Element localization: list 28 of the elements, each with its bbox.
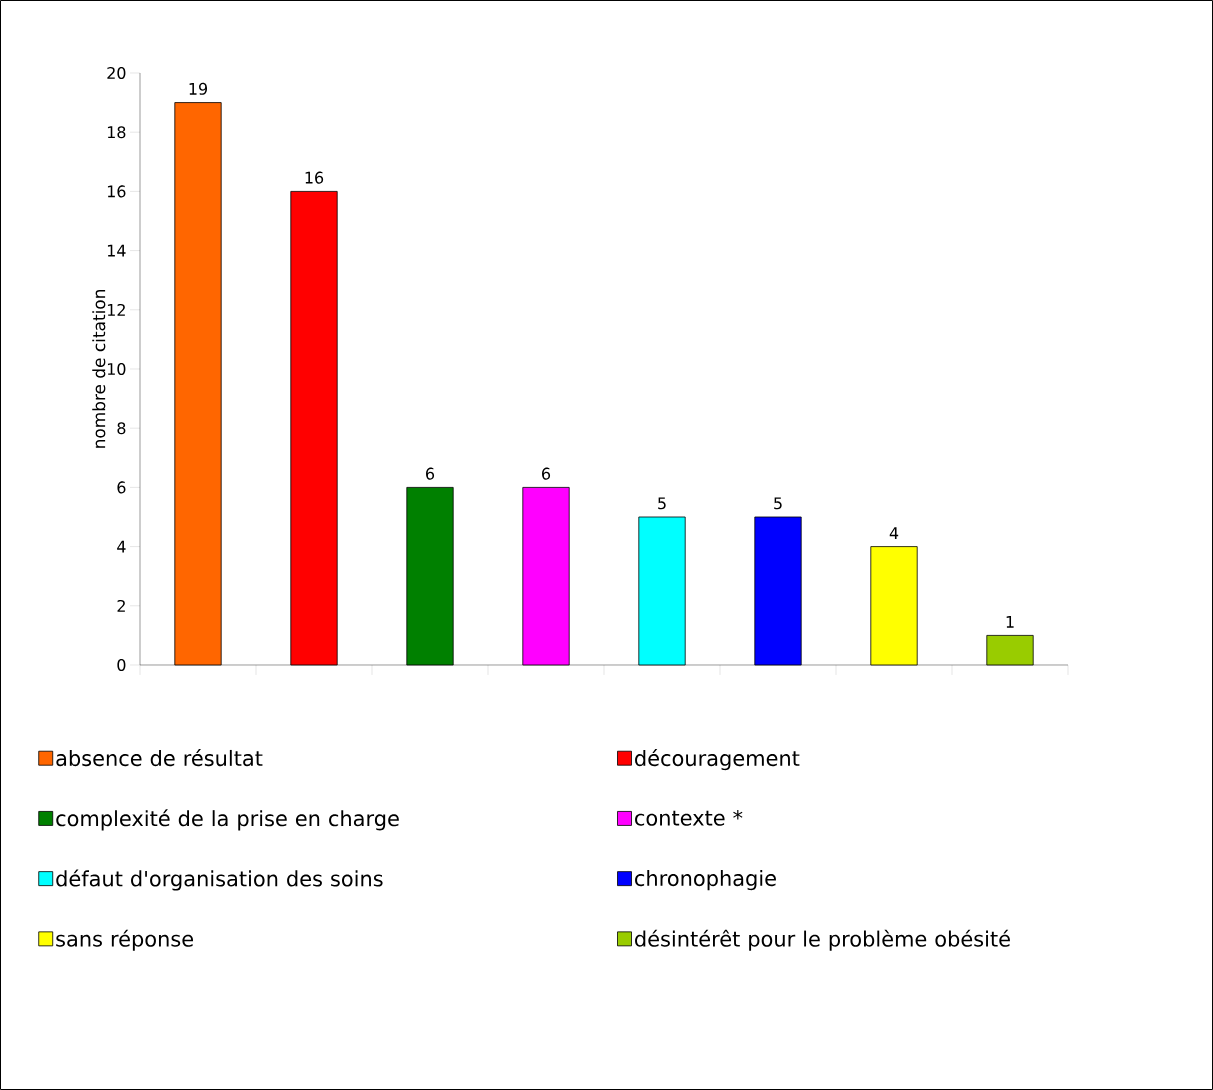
y-axis-title: nombre de citation: [92, 290, 106, 448]
data-label: 19: [189, 82, 208, 95]
legend-label: désintérêt pour le problème obésité: [635, 929, 1010, 951]
data-label: 5: [774, 497, 782, 510]
y-tick-label: 20: [107, 66, 126, 80]
y-tick-label: 16: [107, 185, 126, 198]
y-tick-label: 2: [117, 599, 125, 612]
y-tick-label: 18: [107, 126, 126, 139]
legend-label: défaut d'organisation des soins: [56, 869, 383, 891]
legend-label: absence de résultat: [56, 749, 263, 767]
y-tick-label: 14: [107, 244, 126, 257]
legend-label: sans réponse: [56, 929, 194, 951]
y-tick-label: 4: [117, 540, 126, 553]
legend-label: chronophagie: [635, 869, 776, 891]
y-tick-label: 8: [117, 422, 126, 435]
data-label: 16: [305, 171, 324, 184]
legend-label: découragement: [635, 749, 800, 771]
data-label: 6: [542, 467, 551, 480]
y-tick-label: 12: [107, 303, 125, 316]
data-label: 4: [889, 527, 899, 539]
data-label: 1: [1006, 616, 1014, 628]
legend-label: complexité de la prise en charge: [56, 809, 399, 831]
data-label: 6: [426, 467, 435, 480]
data-label: 5: [658, 497, 666, 510]
y-tick-label: 10: [107, 362, 126, 376]
legend-label: contexte *: [635, 809, 743, 826]
y-tick-label: 0: [117, 658, 126, 672]
y-tick-label: 6: [117, 481, 126, 494]
